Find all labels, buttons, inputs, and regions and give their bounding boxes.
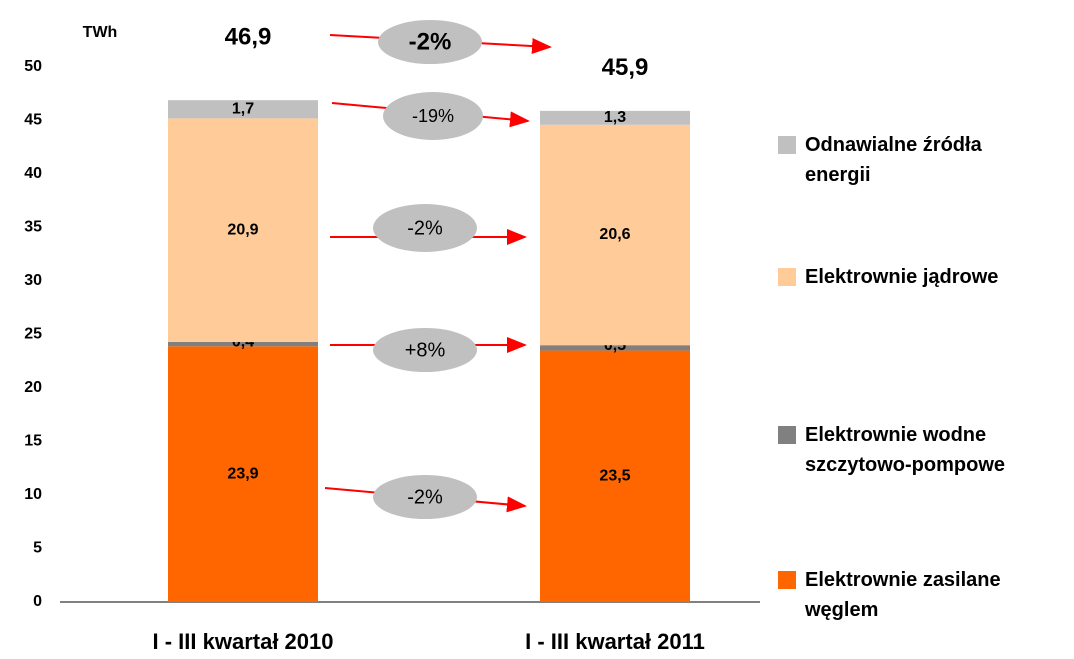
change-bubble: [373, 475, 477, 519]
bar-segment: [168, 118, 318, 342]
y-tick-label: 15: [24, 433, 42, 450]
unit-label: TWh: [83, 24, 118, 41]
value-label: 1,7: [232, 100, 254, 117]
bar-segment: [168, 341, 318, 347]
change-label: -2%: [407, 217, 443, 239]
y-tick-label: 45: [24, 112, 42, 129]
y-tick-label: 50: [24, 58, 42, 75]
bar-segment: [540, 110, 690, 125]
change-label: -19%: [412, 106, 454, 126]
x-tick-label: I - III kwartał 2011: [525, 629, 705, 654]
legend-label: Elektrownie wodne szczytowo-pompowe: [805, 424, 1006, 476]
bar-segment: [540, 350, 690, 602]
total-label: 45,9: [602, 54, 649, 81]
value-label: 20,6: [599, 226, 630, 243]
value-label: 23,9: [227, 465, 258, 482]
y-tick-label: 30: [24, 272, 42, 289]
y-tick-label: 35: [24, 219, 42, 236]
bar-segment: [540, 345, 690, 351]
change-bubble: [383, 92, 483, 140]
y-tick-label: 40: [24, 165, 42, 182]
y-tick-label: 20: [24, 379, 42, 396]
total-label: 46,9: [225, 24, 272, 51]
value-label: 23,5: [599, 467, 630, 484]
y-tick-label: 0: [33, 593, 42, 610]
legend-label: Elektrownie jądrowe: [805, 266, 999, 288]
change-label: -2%: [407, 486, 443, 508]
bar-segment: [540, 124, 690, 346]
legend-label: Elektrownie zasilane węglem: [805, 569, 1001, 621]
change-label: +8%: [405, 339, 446, 361]
legend-swatch: [778, 426, 796, 444]
change-bubble: [373, 204, 477, 252]
y-tick-label: 25: [24, 326, 42, 343]
legend-swatch: [778, 268, 796, 286]
change-label: -2%: [409, 28, 452, 55]
y-tick-label: 10: [24, 486, 42, 503]
bar-segment: [168, 100, 318, 119]
change-bubble: [378, 20, 482, 64]
x-tick-label: I - III kwartał 2010: [153, 629, 334, 654]
y-tick-label: 5: [33, 540, 42, 557]
value-label: 20,9: [227, 221, 258, 238]
value-label: 1,3: [604, 109, 626, 126]
legend-swatch: [778, 571, 796, 589]
legend-label: Odnawialne źródła energii: [805, 134, 982, 186]
change-bubble: [373, 328, 477, 372]
bar-segment: [168, 346, 318, 602]
legend-swatch: [778, 136, 796, 154]
